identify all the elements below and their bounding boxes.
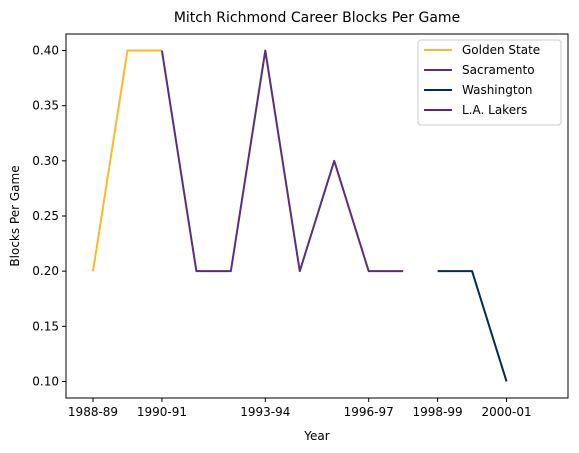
x-axis-title: Year bbox=[303, 429, 329, 443]
series-line-sacramento bbox=[160, 49, 404, 273]
y-axis: 0.10 0.15 0.20 0.25 0.30 0.35 0.40 bbox=[32, 44, 66, 388]
x-tick-label: 2000-01 bbox=[481, 405, 531, 419]
y-tick-label: 0.40 bbox=[32, 44, 59, 58]
y-axis-title: Blocks Per Game bbox=[8, 165, 22, 266]
series-line-washington bbox=[437, 270, 508, 382]
chart-title: Mitch Richmond Career Blocks Per Game bbox=[174, 10, 460, 26]
x-tick-label: 1996-97 bbox=[344, 405, 394, 419]
y-tick-label: 0.25 bbox=[32, 209, 59, 223]
x-tick-label: 1990-91 bbox=[137, 405, 187, 419]
x-tick-label: 1988-89 bbox=[68, 405, 118, 419]
y-tick-label: 0.35 bbox=[32, 99, 59, 113]
legend: Golden State Sacramento Washington L.A. Lak… bbox=[417, 39, 562, 126]
legend-label-washington: Washington bbox=[462, 83, 533, 97]
y-tick-label: 0.20 bbox=[32, 264, 59, 278]
legend-label-golden-state: Golden State bbox=[462, 43, 540, 57]
y-tick-label: 0.10 bbox=[32, 374, 59, 388]
series-line-golden-state bbox=[92, 49, 162, 272]
y-tick-label: 0.15 bbox=[32, 319, 59, 333]
x-tick-label: 1993-94 bbox=[240, 405, 290, 419]
x-axis: 1988-89 1990-91 1993-94 1996-97 1998-99 2000-… bbox=[68, 398, 532, 419]
x-tick-label: 1998-99 bbox=[413, 405, 463, 419]
y-tick-label: 0.30 bbox=[32, 154, 59, 168]
series-layer bbox=[92, 49, 508, 382]
legend-box bbox=[417, 39, 562, 126]
legend-label-l-a-lakers: L.A. Lakers bbox=[462, 103, 527, 117]
legend-label-sacramento: Sacramento bbox=[462, 63, 535, 77]
